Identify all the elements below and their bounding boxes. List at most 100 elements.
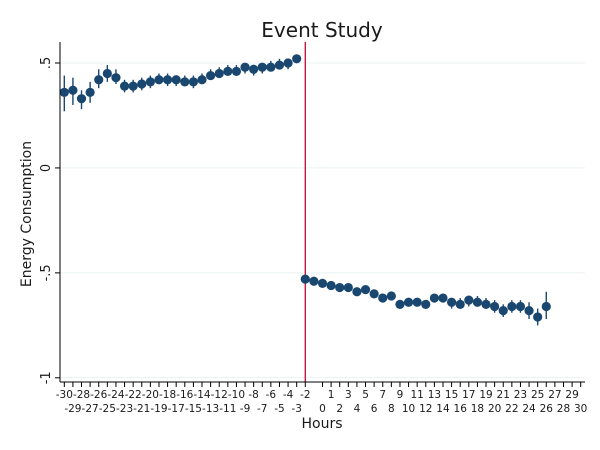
x-tick-label: 15 [445,389,458,401]
x-tick-label: -25 [99,403,116,415]
data-point [541,301,551,312]
data-point [128,81,138,91]
chart-title: Event Study [261,18,383,42]
data-point [300,274,310,284]
data-point [292,54,302,64]
data-point [464,295,474,305]
x-tick-label: 0 [319,403,326,415]
x-tick-label: -20 [142,389,159,401]
x-tick-label: -22 [125,389,142,401]
data-point [85,87,95,97]
x-tick-label: 24 [522,403,536,415]
x-tick-label: 23 [514,389,527,401]
x-tick-label: 10 [402,403,415,415]
data-point [326,280,336,291]
y-tick-label: .5 [39,57,54,69]
data-point [249,64,259,74]
x-tick-label: 19 [479,389,492,401]
data-point [223,66,233,76]
data-point [446,297,457,307]
x-tick-label: -29 [64,403,81,415]
data-point [386,291,396,301]
data-point [206,70,216,81]
x-tick-label: 9 [397,389,404,401]
x-tick-label: 29 [565,389,578,401]
x-axis-ticks: -30 -28 -26 -24 -22 -20 -18 -16 -14 -12 -10 -8 -6 -4-… [56,382,587,415]
x-tick-label: 8 [388,403,395,415]
data-point [369,289,379,299]
x-tick-label: -6 [266,389,277,401]
data-point [472,297,483,307]
data-point [274,60,285,70]
x-tick-label: -7 [257,403,267,415]
data-point [102,68,112,79]
x-tick-label: 5 [362,389,369,401]
x-tick-label: -8 [248,389,258,401]
x-tick-label: 21 [497,389,510,401]
data-point [137,79,147,89]
data-point [188,77,199,87]
x-tick-label: 14 [436,403,450,415]
x-tick-label: -27 [82,403,99,415]
y-axis-ticks: .5 0 -.5 -1 [39,57,60,384]
x-tick-label: 30 [574,403,587,415]
data-point [343,282,353,293]
x-tick-label: 13 [428,389,441,401]
data-point [498,306,508,316]
data-point [335,282,345,293]
data-point [171,75,181,85]
x-tick-label: -12 [211,389,228,401]
data-point [403,297,414,307]
data-point [240,62,250,72]
data-point [111,73,121,83]
x-tick-label: -19 [150,403,167,415]
data-point [317,278,328,288]
data-point [438,293,448,303]
data-point [421,299,431,309]
x-tick-label: -5 [274,403,284,415]
x-tick-label: 3 [345,389,352,401]
x-tick-label: 1 [328,389,335,401]
x-tick-label: -30 [56,389,73,401]
data-point [119,81,130,91]
data-point [490,301,500,312]
data-point [481,299,491,309]
data-point [360,285,371,295]
x-tick-label: 27 [548,389,561,401]
data-point [180,77,190,87]
x-tick-label: 6 [371,403,378,415]
x-tick-label: -13 [202,403,219,415]
x-tick-label: -28 [73,389,90,401]
data-point [231,66,242,76]
x-tick-label: -14 [193,389,210,401]
gridlines [60,62,585,379]
x-tick-label: 16 [454,403,468,415]
data-point [154,75,164,85]
data-point [507,301,517,312]
x-tick-label: -10 [228,389,245,401]
x-tick-label: 20 [488,403,501,415]
data-point [352,287,362,297]
y-tick-label: -1 [39,371,54,384]
data-point [257,62,267,72]
data-point [145,77,155,87]
data-point [309,276,319,286]
x-tick-label: 25 [531,389,544,401]
x-tick-label: 28 [557,403,570,415]
x-tick-label: 2 [336,403,343,415]
data-point [162,75,173,85]
x-tick-label: -18 [159,389,176,401]
x-tick-label: 22 [505,403,518,415]
x-tick-label: -4 [283,389,294,401]
x-tick-label: -11 [219,403,236,415]
data-point [395,299,405,309]
x-tick-label: 26 [540,403,554,415]
y-tick-label: 0 [39,164,54,172]
data-point [59,87,69,97]
x-tick-label: -15 [185,403,202,415]
data-point [94,75,104,85]
x-tick-label: -21 [133,403,150,415]
data-point [429,293,439,303]
data-point [412,297,422,307]
data-point [524,306,534,316]
